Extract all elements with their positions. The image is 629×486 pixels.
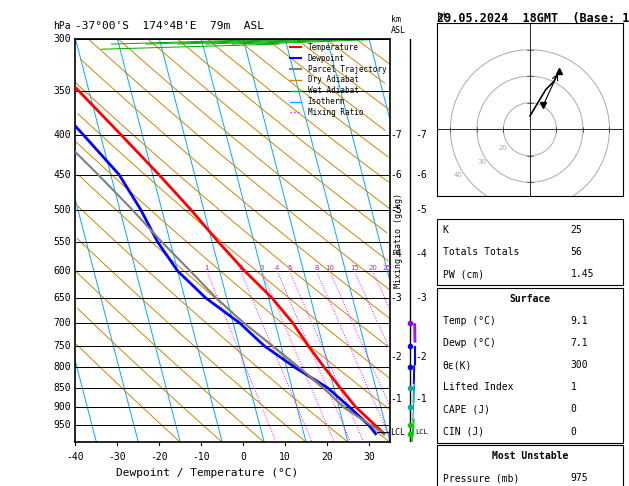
Text: -7: -7 xyxy=(391,130,403,140)
Text: LCL: LCL xyxy=(391,428,406,436)
Text: 0: 0 xyxy=(240,452,246,462)
Text: θε(K): θε(K) xyxy=(443,360,472,370)
Text: 850: 850 xyxy=(53,383,71,393)
Text: kt: kt xyxy=(437,13,449,22)
Text: -5: -5 xyxy=(391,205,403,215)
Text: 15: 15 xyxy=(350,265,359,271)
Text: 450: 450 xyxy=(53,170,71,180)
Text: 300: 300 xyxy=(53,34,71,44)
Text: 975: 975 xyxy=(571,473,588,484)
Text: 350: 350 xyxy=(53,86,71,96)
Text: 20: 20 xyxy=(368,265,377,271)
Text: 700: 700 xyxy=(53,318,71,328)
Text: 10: 10 xyxy=(325,265,334,271)
Text: 500: 500 xyxy=(53,205,71,215)
Text: 29.05.2024  18GMT  (Base: 18): 29.05.2024 18GMT (Base: 18) xyxy=(437,12,629,25)
Text: -4: -4 xyxy=(391,249,403,259)
Text: CIN (J): CIN (J) xyxy=(443,427,484,436)
Text: 1.45: 1.45 xyxy=(571,269,594,279)
Text: Temp (°C): Temp (°C) xyxy=(443,316,496,326)
Text: -37°00'S  174°4B'E  79m  ASL: -37°00'S 174°4B'E 79m ASL xyxy=(75,21,264,31)
Text: Dewpoint / Temperature (°C): Dewpoint / Temperature (°C) xyxy=(116,469,299,479)
Text: 400: 400 xyxy=(53,130,71,140)
Text: 8: 8 xyxy=(314,265,319,271)
Text: 300: 300 xyxy=(571,360,588,370)
Text: Mixing Ratio (g/kg): Mixing Ratio (g/kg) xyxy=(394,193,403,288)
Text: 5: 5 xyxy=(287,265,292,271)
Text: -6: -6 xyxy=(391,170,403,180)
Text: -2: -2 xyxy=(391,352,403,362)
Text: 950: 950 xyxy=(53,420,71,430)
Bar xyxy=(437,288,623,443)
Text: 650: 650 xyxy=(53,293,71,303)
Text: PW (cm): PW (cm) xyxy=(443,269,484,279)
Text: 56: 56 xyxy=(571,247,582,257)
Text: -5: -5 xyxy=(416,205,427,215)
Text: 600: 600 xyxy=(53,266,71,276)
Text: 4: 4 xyxy=(275,265,279,271)
Text: 25: 25 xyxy=(382,265,391,271)
Text: Dewp (°C): Dewp (°C) xyxy=(443,338,496,348)
Text: Totals Totals: Totals Totals xyxy=(443,247,519,257)
Text: -10: -10 xyxy=(192,452,210,462)
Text: -6: -6 xyxy=(416,170,427,180)
Bar xyxy=(437,445,623,486)
Text: 1: 1 xyxy=(571,382,577,392)
Text: 0: 0 xyxy=(571,427,577,436)
Text: 20: 20 xyxy=(321,452,333,462)
Text: 40: 40 xyxy=(454,172,463,178)
Text: hPa: hPa xyxy=(53,21,71,31)
Text: 20: 20 xyxy=(499,145,508,152)
Text: -2: -2 xyxy=(416,352,427,362)
Text: 25: 25 xyxy=(571,225,582,235)
Text: 2: 2 xyxy=(238,265,243,271)
Text: 550: 550 xyxy=(53,237,71,247)
Text: CAPE (J): CAPE (J) xyxy=(443,404,490,415)
Text: K: K xyxy=(443,225,448,235)
Text: 30: 30 xyxy=(477,159,487,165)
Legend: Temperature, Dewpoint, Parcel Trajectory, Dry Adiabat, Wet Adiabat, Isotherm, Mi: Temperature, Dewpoint, Parcel Trajectory… xyxy=(290,43,386,117)
Text: -40: -40 xyxy=(67,452,84,462)
Text: -20: -20 xyxy=(150,452,168,462)
Text: 9.1: 9.1 xyxy=(571,316,588,326)
Text: -4: -4 xyxy=(416,249,427,259)
Text: 30: 30 xyxy=(363,452,375,462)
Text: 10: 10 xyxy=(279,452,291,462)
Bar xyxy=(437,219,623,285)
Text: -30: -30 xyxy=(109,452,126,462)
Text: Lifted Index: Lifted Index xyxy=(443,382,513,392)
Text: Surface: Surface xyxy=(509,294,550,304)
Text: LCL: LCL xyxy=(416,429,428,435)
Text: km
ASL: km ASL xyxy=(391,16,406,35)
Text: 1: 1 xyxy=(204,265,209,271)
Text: -1: -1 xyxy=(391,395,403,404)
Text: 800: 800 xyxy=(53,363,71,372)
Text: 900: 900 xyxy=(53,402,71,412)
Text: Most Unstable: Most Unstable xyxy=(492,451,568,461)
Text: 3: 3 xyxy=(260,265,264,271)
Text: -7: -7 xyxy=(416,130,427,140)
Text: 7.1: 7.1 xyxy=(571,338,588,348)
Text: 0: 0 xyxy=(571,404,577,415)
Text: 750: 750 xyxy=(53,341,71,351)
Text: -3: -3 xyxy=(391,293,403,303)
Text: -3: -3 xyxy=(416,293,427,303)
Text: -1: -1 xyxy=(416,395,427,404)
Text: Pressure (mb): Pressure (mb) xyxy=(443,473,519,484)
